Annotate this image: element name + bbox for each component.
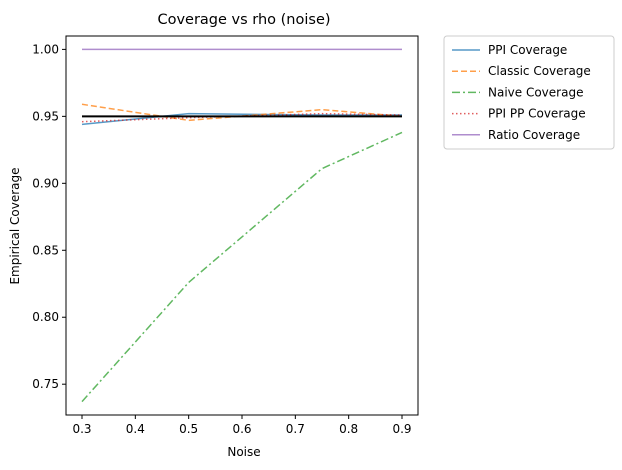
y-tick-label: 1.00 <box>32 42 59 56</box>
y-tick-label: 0.80 <box>32 310 59 324</box>
x-tick-label: 0.4 <box>126 422 145 436</box>
y-tick-label: 0.90 <box>32 176 59 190</box>
x-tick-label: 0.8 <box>339 422 358 436</box>
y-tick-label: 0.75 <box>32 377 59 391</box>
legend-box <box>443 35 615 150</box>
legend-label-4: Ratio Coverage <box>488 128 580 142</box>
series-line-2 <box>81 131 403 403</box>
x-axis-label: Noise <box>227 445 260 459</box>
legend-label-1: Classic Coverage <box>488 64 591 78</box>
plot-area <box>81 48 403 403</box>
x-tick-label: 0.5 <box>179 422 198 436</box>
x-tick-label: 0.9 <box>392 422 411 436</box>
series-line-1 <box>81 103 403 122</box>
y-axis-ticks: 0.75 0.80 0.85 0.90 0.95 1.00 <box>32 42 66 391</box>
plot-frame <box>65 35 419 416</box>
x-tick-label: 0.6 <box>232 422 251 436</box>
x-tick-label: 0.3 <box>72 422 91 436</box>
legend-label-0: PPI Coverage <box>488 43 567 57</box>
x-tick-label: 0.7 <box>286 422 305 436</box>
legend-label-3: PPI PP Coverage <box>488 107 586 121</box>
chart-title: Coverage vs rho (noise) <box>157 12 330 28</box>
y-tick-label: 0.85 <box>32 243 59 257</box>
series-line-0 <box>81 112 402 126</box>
y-tick-label: 0.95 <box>32 109 59 123</box>
x-axis-ticks: 0.3 0.4 0.5 0.6 0.7 0.8 0.9 <box>72 415 412 436</box>
legend: PPI Coverage Classic Coverage Naive Covera… <box>443 35 615 150</box>
y-axis-label: Empirical Coverage <box>8 167 22 284</box>
legend-label-2: Naive Coverage <box>488 85 583 99</box>
